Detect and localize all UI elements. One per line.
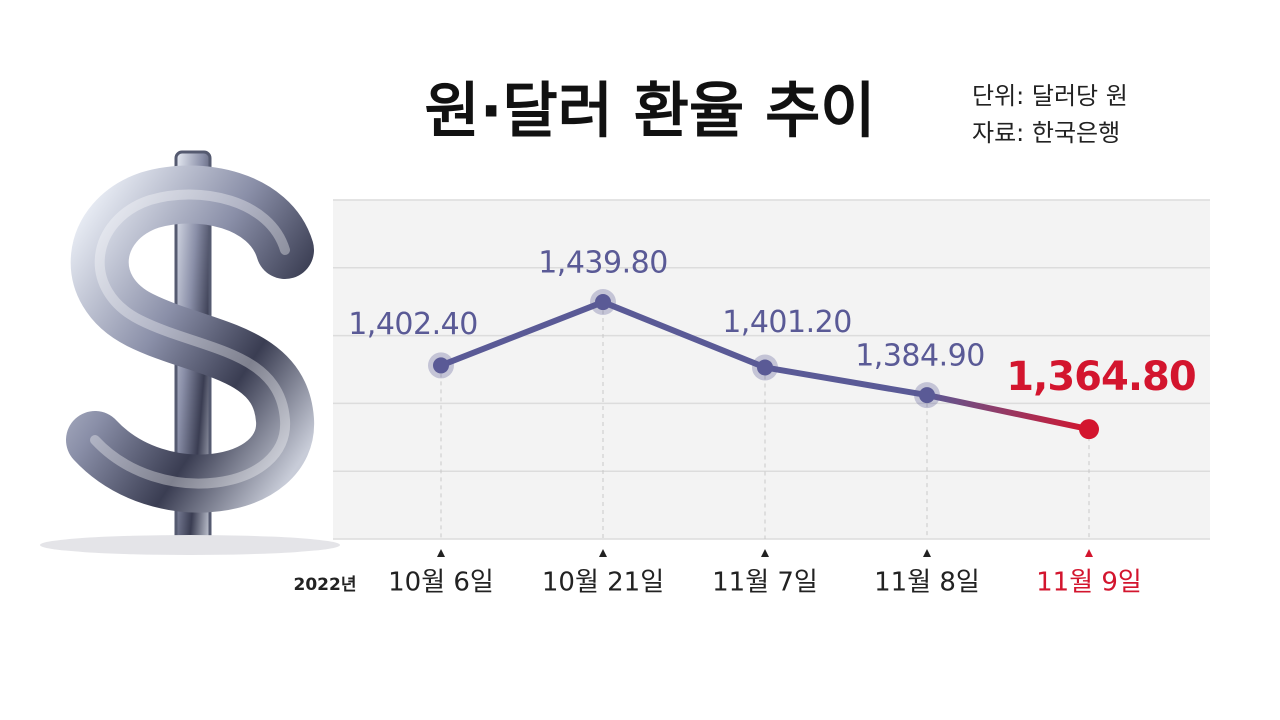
- value-label: 1,401.20: [722, 305, 852, 340]
- data-point: [595, 294, 611, 311]
- x-tick-label: 11월 9일: [1036, 568, 1142, 598]
- series-line: [439, 299, 928, 399]
- data-point: [919, 387, 935, 404]
- value-label: 1,439.80: [538, 246, 668, 281]
- x-tick-label: 10월 21일: [542, 568, 664, 598]
- tick-marker: [923, 549, 931, 557]
- x-tick-label: 11월 8일: [874, 568, 980, 598]
- tick-marker: [599, 549, 607, 557]
- tick-marker: [1085, 549, 1093, 557]
- value-label: 1,402.40: [348, 307, 478, 342]
- tick-marker: [437, 549, 445, 557]
- data-point: [433, 357, 449, 374]
- chart-title: 원·달러 환율 추이: [425, 77, 876, 147]
- data-point: [1079, 419, 1099, 440]
- year-label: 2022년: [294, 575, 357, 595]
- source-note: 자료: 한국은행: [972, 119, 1120, 147]
- dollar-icon: [40, 150, 340, 555]
- highlight-value-label: 1,364.80: [1006, 354, 1195, 400]
- highlight-segment: [924, 392, 1092, 433]
- tick-marker: [761, 549, 769, 557]
- value-label: 1,384.90: [855, 339, 985, 374]
- data-point: [757, 359, 773, 376]
- x-tick-label: 10월 6일: [388, 568, 494, 598]
- x-tick-label: 11월 7일: [712, 568, 818, 598]
- unit-note: 단위: 달러당 원: [972, 82, 1128, 110]
